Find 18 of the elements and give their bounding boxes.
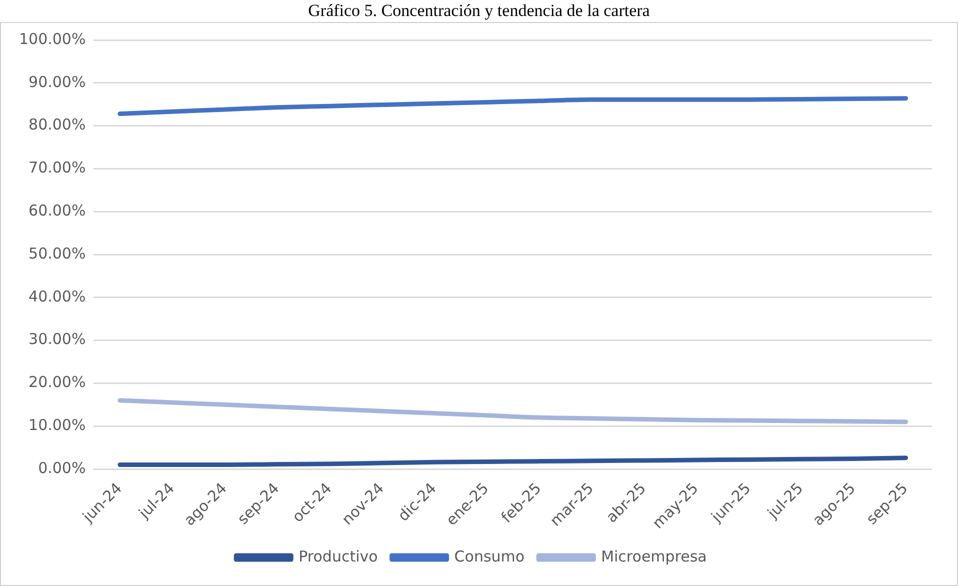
y-tick-label: 60.00% xyxy=(28,202,86,220)
legend-label: Microempresa xyxy=(601,547,707,566)
legend-label: Consumo xyxy=(454,547,525,566)
line-series xyxy=(118,456,908,467)
y-tick-label: 30.00% xyxy=(28,330,86,348)
line-series xyxy=(118,96,908,116)
legend-label: Productivo xyxy=(298,547,378,566)
y-tick-label: 50.00% xyxy=(28,244,86,262)
y-tick-label: 10.00% xyxy=(28,416,86,434)
y-tick-label: 70.00% xyxy=(28,158,86,177)
y-tick-label: 80.00% xyxy=(28,116,86,134)
y-tick-label: 90.00% xyxy=(28,72,86,91)
y-tick-label: 100.00% xyxy=(18,30,86,48)
line-series xyxy=(118,398,908,424)
y-tick-label: 20.00% xyxy=(28,373,86,392)
chart-title: Gráfico 5. Concentración y tendencia de la cartera xyxy=(307,0,651,22)
y-tick-label: 0.00% xyxy=(38,458,86,477)
y-tick-label: 40.00% xyxy=(28,287,86,306)
